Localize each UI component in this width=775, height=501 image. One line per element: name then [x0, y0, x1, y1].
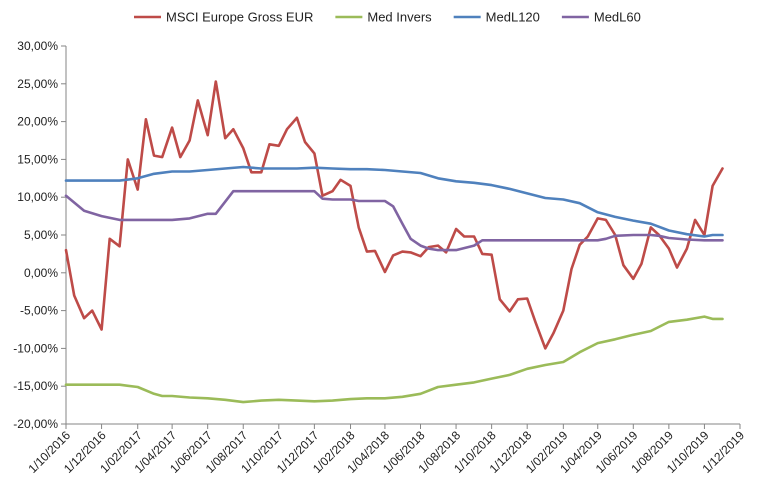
y-tick-label: 20,00% [17, 115, 58, 129]
legend-label: Med Invers [367, 10, 432, 25]
y-tick-label: 5,00% [24, 228, 58, 242]
legend-label: MedL120 [486, 10, 540, 25]
y-tick-label: -15,00% [13, 379, 58, 393]
y-tick-label: -20,00% [13, 417, 58, 431]
chart-legend: MSCI Europe Gross EUR Med Invers MedL120 Me… [134, 10, 641, 25]
legend-label: MSCI Europe Gross EUR [166, 10, 313, 25]
legend-label: MedL60 [594, 10, 641, 25]
y-tick-label: 15,00% [17, 152, 58, 166]
series-line-msci-europe-gross-eur [64, 80, 724, 350]
series-line-medl120 [64, 165, 724, 238]
y-tick-label: 30,00% [17, 39, 58, 53]
y-tick-label: -10,00% [13, 341, 58, 355]
series-line-med-invers [64, 315, 724, 404]
y-tick-label: -5,00% [20, 304, 58, 318]
plot-area [64, 80, 724, 404]
y-tick-label: 0,00% [24, 266, 58, 280]
y-tick-label: 25,00% [17, 77, 58, 91]
chart-axes: 30,00% 25,00% 20,00% 15,00% 10,00% 5,00% 0,00%… [13, 39, 747, 476]
y-tick-label: 10,00% [17, 190, 58, 204]
series-line-medl60 [64, 189, 724, 252]
